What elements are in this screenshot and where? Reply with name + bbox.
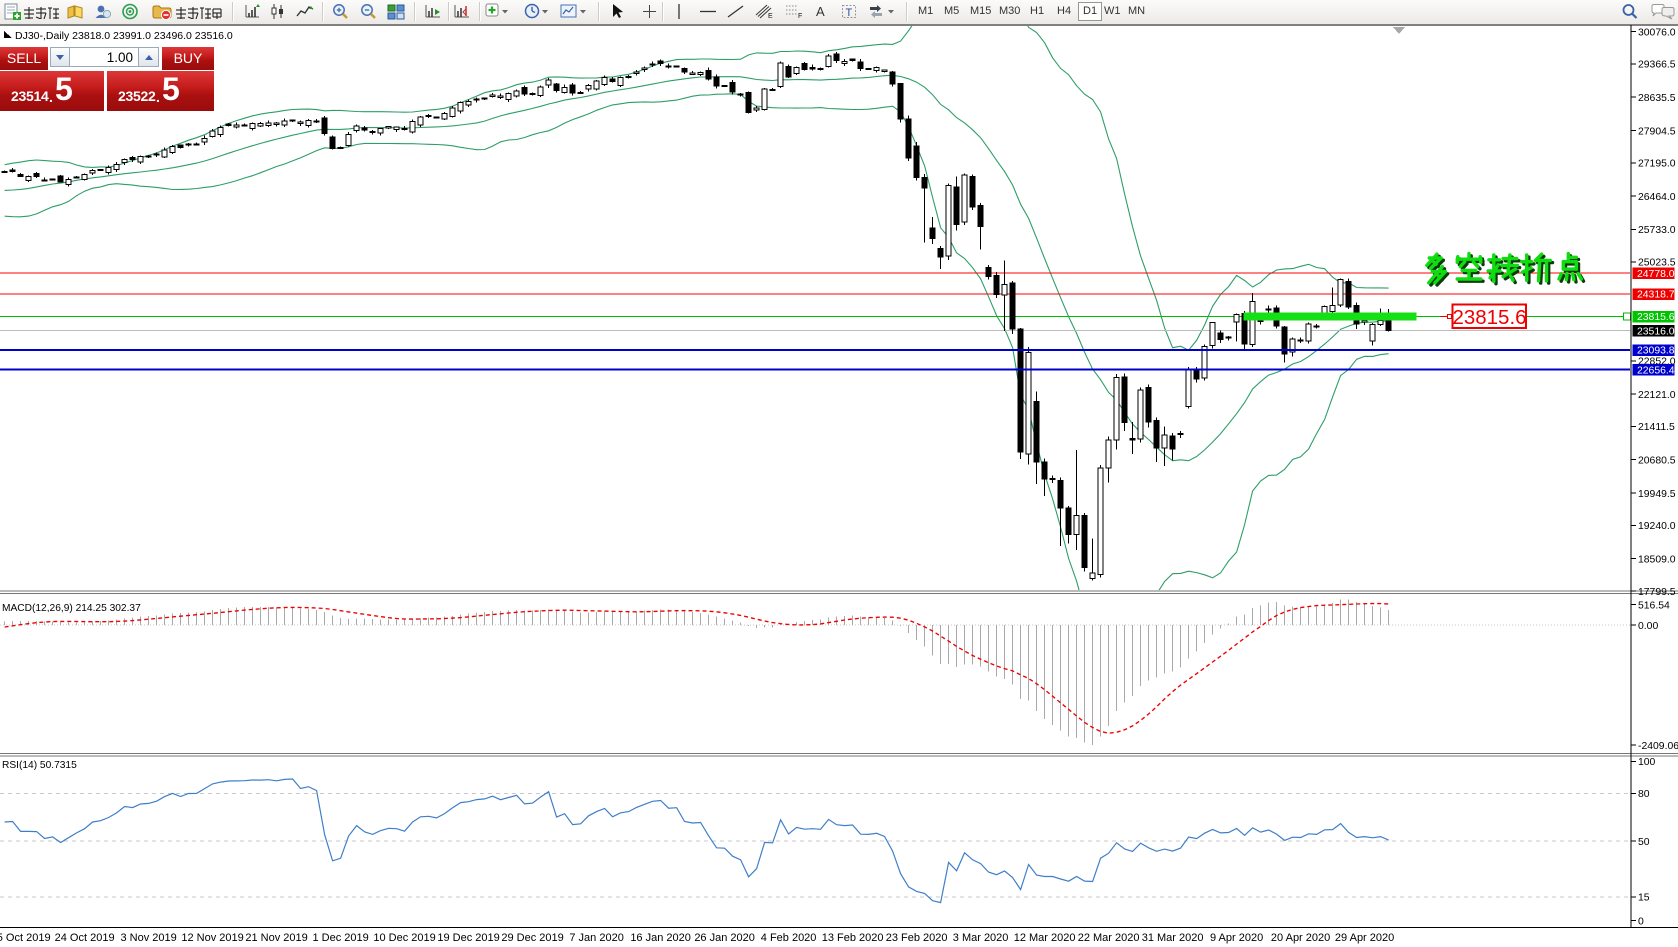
svg-text:16 Jan 2020: 16 Jan 2020 [630, 932, 691, 944]
svg-text:3 Mar 2020: 3 Mar 2020 [953, 932, 1009, 944]
svg-text:24778.0: 24778.0 [1637, 269, 1675, 280]
svg-text:19 Dec 2019: 19 Dec 2019 [437, 932, 499, 944]
svg-text:29 Apr 2020: 29 Apr 2020 [1335, 932, 1394, 944]
svg-text:23516.0: 23516.0 [1637, 326, 1675, 337]
svg-text:19949.5: 19949.5 [1638, 489, 1676, 500]
svg-text:100: 100 [1638, 757, 1656, 768]
svg-text:10 Dec 2019: 10 Dec 2019 [373, 932, 435, 944]
svg-text:31 Mar 2020: 31 Mar 2020 [1142, 932, 1204, 944]
svg-text:25733.0: 25733.0 [1638, 225, 1676, 236]
svg-text:20 Apr 2020: 20 Apr 2020 [1271, 932, 1330, 944]
svg-text:9 Apr 2020: 9 Apr 2020 [1210, 932, 1263, 944]
svg-text:0: 0 [1638, 917, 1644, 928]
svg-text:4 Feb 2020: 4 Feb 2020 [761, 932, 817, 944]
svg-text:RSI(14) 50.7315: RSI(14) 50.7315 [2, 760, 77, 771]
svg-text:22121.0: 22121.0 [1638, 390, 1676, 401]
svg-text:24318.7: 24318.7 [1637, 290, 1675, 301]
svg-text:23815.6: 23815.6 [1637, 312, 1675, 323]
svg-text:80: 80 [1638, 789, 1650, 800]
svg-text:29366.5: 29366.5 [1638, 60, 1676, 71]
svg-text:F: F [798, 13, 802, 20]
svg-text:21 Nov 2019: 21 Nov 2019 [245, 932, 307, 944]
svg-text:24 Oct 2019: 24 Oct 2019 [55, 932, 115, 944]
svg-text:23815.6: 23815.6 [1452, 306, 1526, 329]
svg-text:28635.5: 28635.5 [1638, 93, 1676, 104]
svg-text:E: E [768, 13, 773, 20]
svg-text:29 Dec 2019: 29 Dec 2019 [501, 932, 563, 944]
svg-text:18509.0: 18509.0 [1638, 555, 1676, 566]
svg-text:3 Nov 2019: 3 Nov 2019 [120, 932, 176, 944]
svg-text:26464.0: 26464.0 [1638, 192, 1676, 203]
svg-text:MACD(12,26,9) 214.25 302.37: MACD(12,26,9) 214.25 302.37 [2, 603, 141, 614]
svg-text:A: A [816, 4, 825, 19]
svg-text:15: 15 [1638, 893, 1650, 904]
svg-text:21411.5: 21411.5 [1638, 422, 1675, 433]
svg-text:22852.0: 22852.0 [1638, 357, 1676, 368]
svg-text:17799.5: 17799.5 [1638, 587, 1676, 598]
svg-text:-2409.06: -2409.06 [1638, 741, 1678, 752]
svg-text:13 Feb 2020: 13 Feb 2020 [822, 932, 884, 944]
svg-text:22 Mar 2020: 22 Mar 2020 [1078, 932, 1140, 944]
svg-text:23093.8: 23093.8 [1637, 346, 1675, 357]
svg-text:T: T [846, 7, 853, 19]
svg-text:19240.0: 19240.0 [1638, 521, 1676, 532]
svg-text:12 Nov 2019: 12 Nov 2019 [181, 932, 243, 944]
svg-text:DJ30-,Daily 23818.0 23991.0 2: DJ30-,Daily 23818.0 23991.0 23496.0 2351… [15, 30, 233, 42]
svg-text:15 Oct 2019: 15 Oct 2019 [0, 932, 51, 944]
svg-text:27904.5: 27904.5 [1638, 126, 1676, 137]
svg-text:20680.5: 20680.5 [1638, 456, 1676, 467]
svg-text:1 Dec 2019: 1 Dec 2019 [312, 932, 368, 944]
svg-text:516.54: 516.54 [1638, 600, 1670, 611]
svg-text:23 Feb 2020: 23 Feb 2020 [886, 932, 948, 944]
svg-text:0.00: 0.00 [1638, 621, 1658, 632]
svg-text:25023.5: 25023.5 [1638, 258, 1676, 269]
svg-text:7 Jan 2020: 7 Jan 2020 [569, 932, 623, 944]
svg-text:12 Mar 2020: 12 Mar 2020 [1014, 932, 1076, 944]
svg-text:22656.4: 22656.4 [1637, 366, 1675, 377]
svg-text:30076.0: 30076.0 [1638, 27, 1676, 38]
svg-text:50: 50 [1638, 837, 1650, 848]
svg-text:27195.0: 27195.0 [1638, 159, 1676, 170]
svg-text:26 Jan 2020: 26 Jan 2020 [694, 932, 755, 944]
